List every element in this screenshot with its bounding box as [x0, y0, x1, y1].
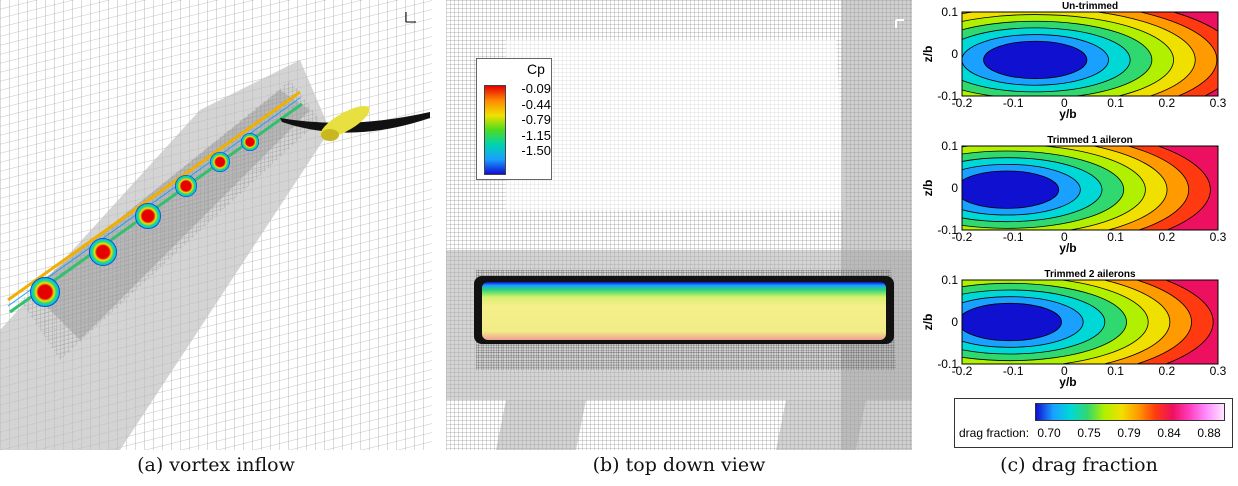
- caption-drag-fraction: (c) drag fraction: [1000, 454, 1158, 476]
- vortex-ring-6: [241, 133, 259, 151]
- drag-fraction-tick-label: 0.84: [1157, 426, 1181, 440]
- drag-plot-title: Un-trimmed: [1061, 1, 1119, 12]
- drag-contour-plot-1: [961, 11, 1219, 97]
- drag-fraction-tick-label: 0.70: [1037, 426, 1061, 440]
- drag-fraction-colorbar: [1035, 403, 1225, 421]
- x-axis-label: y/b: [1059, 107, 1077, 121]
- contour-level: [962, 170, 1060, 209]
- cp-legend: Cp -0.09 -0.44 -0.79 -1.15 -1.50: [476, 58, 552, 180]
- contour-level: [962, 302, 1062, 342]
- drag-fraction-tick-label: 0.88: [1197, 426, 1221, 440]
- axis-triad-icon: [895, 19, 904, 28]
- drag-fraction-figure: [920, 0, 1238, 450]
- drag-fraction-legend: drag fraction: 0.70 0.75 0.79 0.84 0.88: [954, 398, 1233, 448]
- y-tick-label: 0: [951, 181, 958, 195]
- x-tick-label: 0.1: [1107, 230, 1124, 244]
- vortex-ring-3: [135, 203, 161, 229]
- y-axis-label: z/b: [921, 313, 936, 331]
- x-tick-label: -0.1: [1002, 96, 1024, 110]
- x-tick-label: 0.2: [1158, 230, 1176, 244]
- x-tick-label: -0.1: [1002, 364, 1024, 378]
- x-tick-label: 0.2: [1158, 364, 1176, 378]
- vortex-ring-5: [210, 152, 230, 172]
- x-tick-label: 0.1: [1107, 96, 1124, 110]
- cp-tick-label: -1.50: [521, 143, 551, 158]
- cp-legend-ticks: -0.09 -0.44 -0.79 -1.15 -1.50: [509, 81, 551, 159]
- caption-top-down-view: (b) top down view: [592, 454, 766, 476]
- drag-fraction-tick-label: 0.79: [1117, 426, 1141, 440]
- plot-frame: [961, 279, 1219, 365]
- y-tick-label: -0.1: [937, 223, 958, 237]
- x-tick-label: -0.2: [951, 230, 973, 244]
- x-tick-label: 0: [1061, 230, 1068, 244]
- y-tick-label: 0.1: [941, 273, 958, 287]
- plot-frame: [961, 145, 1219, 231]
- y-axis-label: z/b: [921, 179, 936, 197]
- x-tick-label: 0.1: [1107, 364, 1124, 378]
- drag-fraction-legend-label: drag fraction:: [959, 426, 1030, 440]
- vortex-ring-2: [89, 238, 117, 266]
- axis-triad-icon: [405, 12, 416, 23]
- cp-tick-label: -0.09: [521, 81, 551, 96]
- cp-tick-label: -1.15: [521, 127, 551, 143]
- cp-colorbar: [484, 85, 506, 175]
- x-axis-label: y/b: [1059, 241, 1077, 255]
- x-tick-label: -0.1: [1002, 230, 1024, 244]
- x-tick-label: 0: [1061, 96, 1068, 110]
- wing-surface: [474, 276, 894, 344]
- x-tick-label: -0.2: [951, 364, 973, 378]
- vortex-ring-1: [30, 277, 60, 307]
- drag-contour-plot-3: [961, 279, 1219, 365]
- drag-fraction-tick-label: 0.75: [1077, 426, 1101, 440]
- y-tick-label: 0.1: [941, 5, 958, 19]
- y-tick-label: 0.1: [941, 139, 958, 153]
- vortex-inflow-figure: [0, 0, 432, 450]
- y-tick-label: 0: [951, 47, 958, 61]
- plot-frame: [961, 11, 1219, 97]
- x-tick-label: 0.3: [1209, 96, 1227, 110]
- drag-contour-plot-2: [961, 145, 1219, 231]
- x-tick-label: 0.3: [1209, 364, 1227, 378]
- cp-tick-label: -0.79: [521, 112, 551, 127]
- cp-legend-title: Cp: [527, 61, 545, 77]
- x-tick-label: 0.3: [1209, 230, 1227, 244]
- cp-tick-label: -0.44: [521, 96, 551, 112]
- y-tick-label: -0.1: [937, 89, 958, 103]
- x-tick-label: -0.2: [951, 96, 973, 110]
- caption-vortex-inflow: (a) vortex inflow: [137, 454, 295, 476]
- contour-level: [983, 40, 1088, 79]
- vortex-cross-sections: [30, 133, 259, 307]
- aircraft-model: [280, 105, 430, 141]
- drag-plot-title: Trimmed 1 aileron: [1047, 135, 1133, 146]
- x-tick-label: 0.2: [1158, 96, 1176, 110]
- y-tick-label: 0: [951, 315, 958, 329]
- drag-plot-title: Trimmed 2 ailerons: [1044, 269, 1136, 280]
- x-tick-label: 0: [1061, 364, 1068, 378]
- vortex-ring-4: [175, 175, 197, 197]
- y-tick-label: -0.1: [937, 357, 958, 371]
- x-axis-label: y/b: [1059, 375, 1077, 389]
- y-axis-label: z/b: [921, 45, 936, 63]
